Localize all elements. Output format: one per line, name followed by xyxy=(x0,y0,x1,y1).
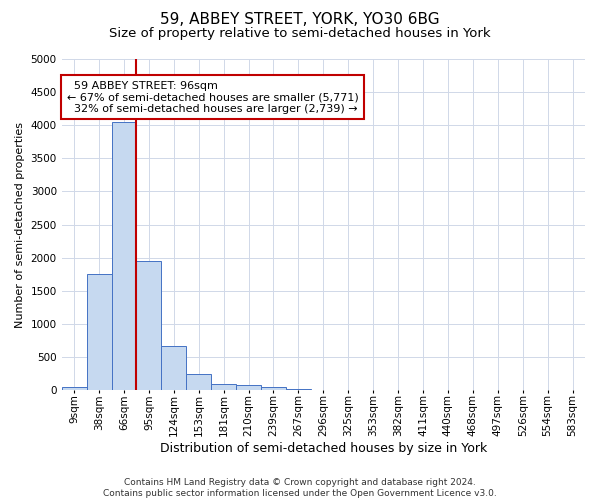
Text: Size of property relative to semi-detached houses in York: Size of property relative to semi-detach… xyxy=(109,28,491,40)
Bar xyxy=(161,346,186,390)
Text: 59, ABBEY STREET, YORK, YO30 6BG: 59, ABBEY STREET, YORK, YO30 6BG xyxy=(160,12,440,28)
Bar xyxy=(261,387,286,390)
Text: 59 ABBEY STREET: 96sqm
← 67% of semi-detached houses are smaller (5,771)
  32% o: 59 ABBEY STREET: 96sqm ← 67% of semi-det… xyxy=(67,80,359,114)
Bar xyxy=(86,274,112,390)
Bar xyxy=(136,261,161,390)
Y-axis label: Number of semi-detached properties: Number of semi-detached properties xyxy=(15,122,25,328)
X-axis label: Distribution of semi-detached houses by size in York: Distribution of semi-detached houses by … xyxy=(160,442,487,455)
Bar xyxy=(62,387,86,390)
Bar xyxy=(236,385,261,390)
Bar xyxy=(211,384,236,390)
Bar xyxy=(186,374,211,390)
Bar xyxy=(112,122,136,390)
Text: Contains HM Land Registry data © Crown copyright and database right 2024.
Contai: Contains HM Land Registry data © Crown c… xyxy=(103,478,497,498)
